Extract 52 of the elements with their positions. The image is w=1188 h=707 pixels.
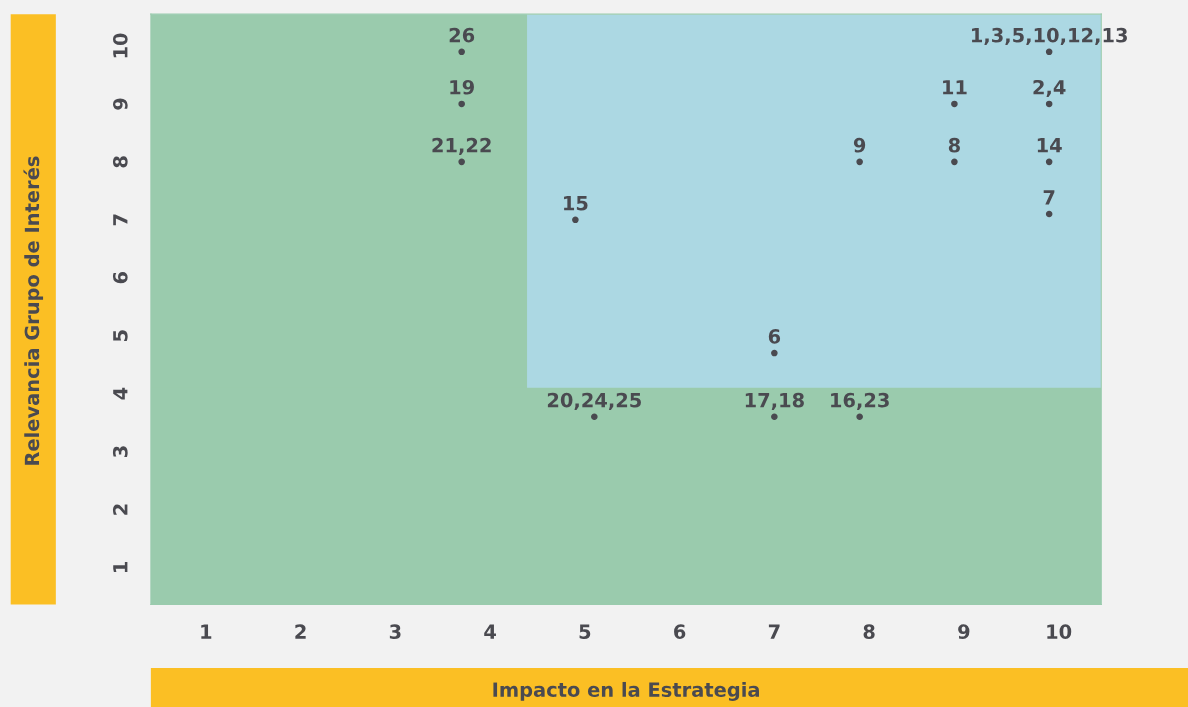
y-tick-label: 4 — [113, 387, 128, 400]
x-tick-label: 4 — [484, 624, 496, 639]
y-tick-label: 5 — [113, 330, 128, 341]
y-tick-label: 3 — [112, 446, 128, 457]
series-label: 7 — [1043, 190, 1055, 205]
point — [951, 100, 958, 108]
series-label: 11 — [943, 80, 967, 95]
y-tick-label: 8 — [112, 156, 128, 168]
point — [856, 158, 863, 166]
point — [458, 48, 465, 56]
y-tick-label: 2 — [112, 504, 128, 515]
series-label: 20,24,25 — [547, 392, 641, 410]
point — [856, 413, 863, 421]
series-label: 2,4 — [1033, 79, 1066, 98]
x-axis-title: Impacto en la Estrategia — [493, 681, 759, 701]
series-label: 17,18 — [745, 392, 804, 410]
x-tick-label: 10 — [1047, 624, 1072, 639]
series-label: 26 — [449, 27, 475, 43]
point — [1045, 48, 1053, 56]
y-tick-label: 9 — [112, 98, 128, 110]
x-tick-label: 6 — [674, 624, 686, 639]
y-tick-label: 7 — [113, 214, 128, 226]
point — [1045, 100, 1053, 108]
series-label: 6 — [768, 329, 781, 344]
series-label: 21,22 — [432, 137, 491, 156]
x-tick-label: 7 — [768, 624, 780, 639]
point — [951, 158, 958, 166]
point — [771, 413, 778, 421]
point — [591, 413, 598, 421]
series-label: 16,23 — [831, 392, 889, 410]
y-tick-label: 6 — [112, 272, 128, 284]
series-label: 14 — [1037, 138, 1062, 153]
x-tick-label: 8 — [863, 624, 875, 639]
series-label: 9 — [853, 137, 866, 153]
point — [1045, 158, 1053, 166]
y-axis-title: Relevancia Grupo de Interés — [23, 156, 44, 465]
x-tick-label: 5 — [579, 624, 591, 639]
x-tick-label: 9 — [958, 624, 970, 639]
series-label: 1,3,5,10,12,13 — [972, 27, 1127, 45]
series-label: 8 — [948, 137, 960, 153]
series-label: 19 — [450, 79, 474, 95]
point — [771, 349, 778, 357]
y-tick-label: 10 — [112, 33, 128, 58]
point — [458, 158, 465, 166]
x-tick-label: 2 — [295, 624, 306, 639]
x-tick-label: 1 — [201, 624, 212, 639]
series-label: 15 — [564, 196, 588, 211]
point — [572, 216, 579, 224]
y-tick-label: 1 — [113, 561, 128, 572]
point — [458, 100, 465, 108]
point — [1045, 210, 1053, 218]
x-tick-label: 3 — [389, 624, 401, 639]
